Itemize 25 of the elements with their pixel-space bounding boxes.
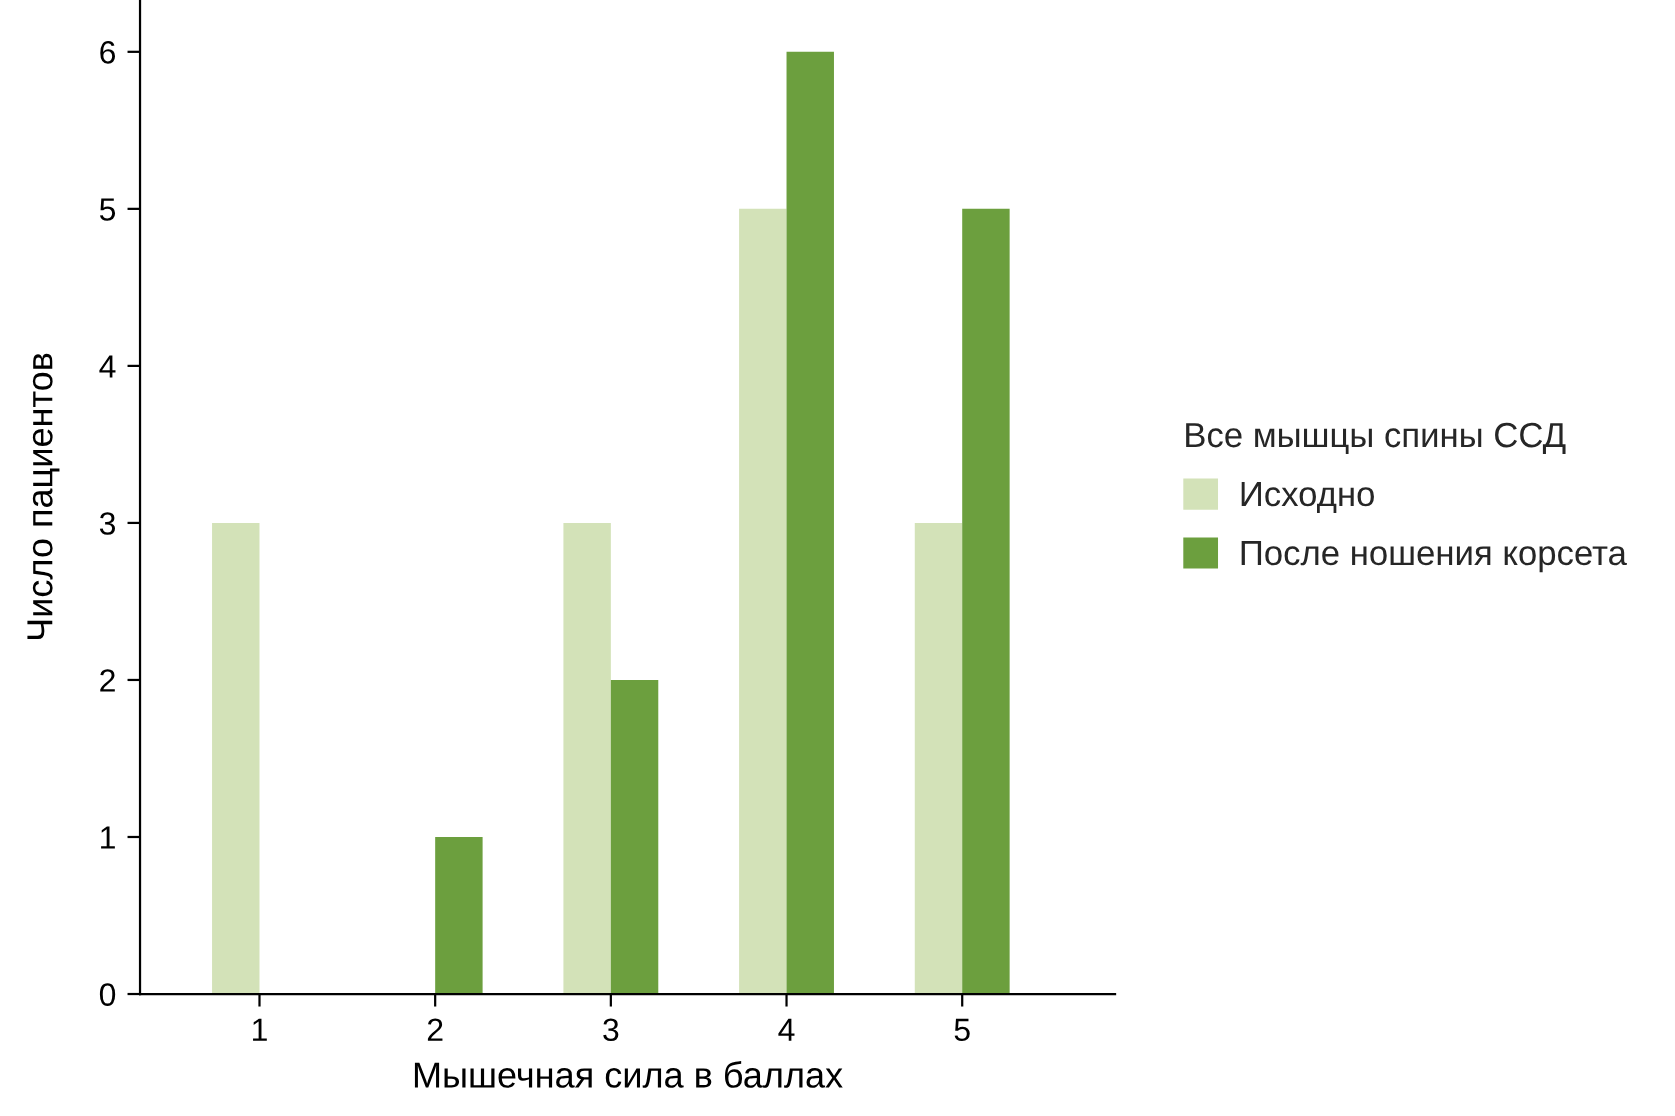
bar (786, 51, 834, 995)
x-tick-label: 2 (427, 1018, 443, 1041)
legend-title: Все мышцы спины ССД (1186, 422, 1566, 454)
y-tick-label: 0 (99, 983, 116, 1006)
y-axis-title: Число пациентов (27, 353, 60, 640)
legend-label: После ношения корсета (1241, 541, 1627, 573)
x-tick-label: 1 (253, 1018, 267, 1041)
bar (739, 208, 787, 995)
y-tick-label: 1 (101, 826, 115, 849)
bar (962, 208, 1010, 995)
y-tick-label: 2 (100, 669, 115, 692)
bar (563, 522, 611, 995)
bar (610, 679, 659, 995)
legend-label: Исходно (1241, 482, 1374, 513)
x-tick-label: 5 (954, 1018, 970, 1042)
x-tick-label: 3 (603, 1018, 619, 1042)
bar (914, 522, 963, 995)
x-axis-title: Мышечная сила в баллах (414, 1060, 843, 1088)
x-tick-label: 4 (778, 1018, 795, 1041)
y-tick-label: 4 (99, 355, 116, 378)
y-tick-label: 5 (99, 198, 116, 221)
bar (435, 836, 483, 995)
bar (212, 522, 260, 995)
y-tick-label: 6 (100, 41, 116, 64)
y-tick-label: 3 (99, 512, 116, 535)
